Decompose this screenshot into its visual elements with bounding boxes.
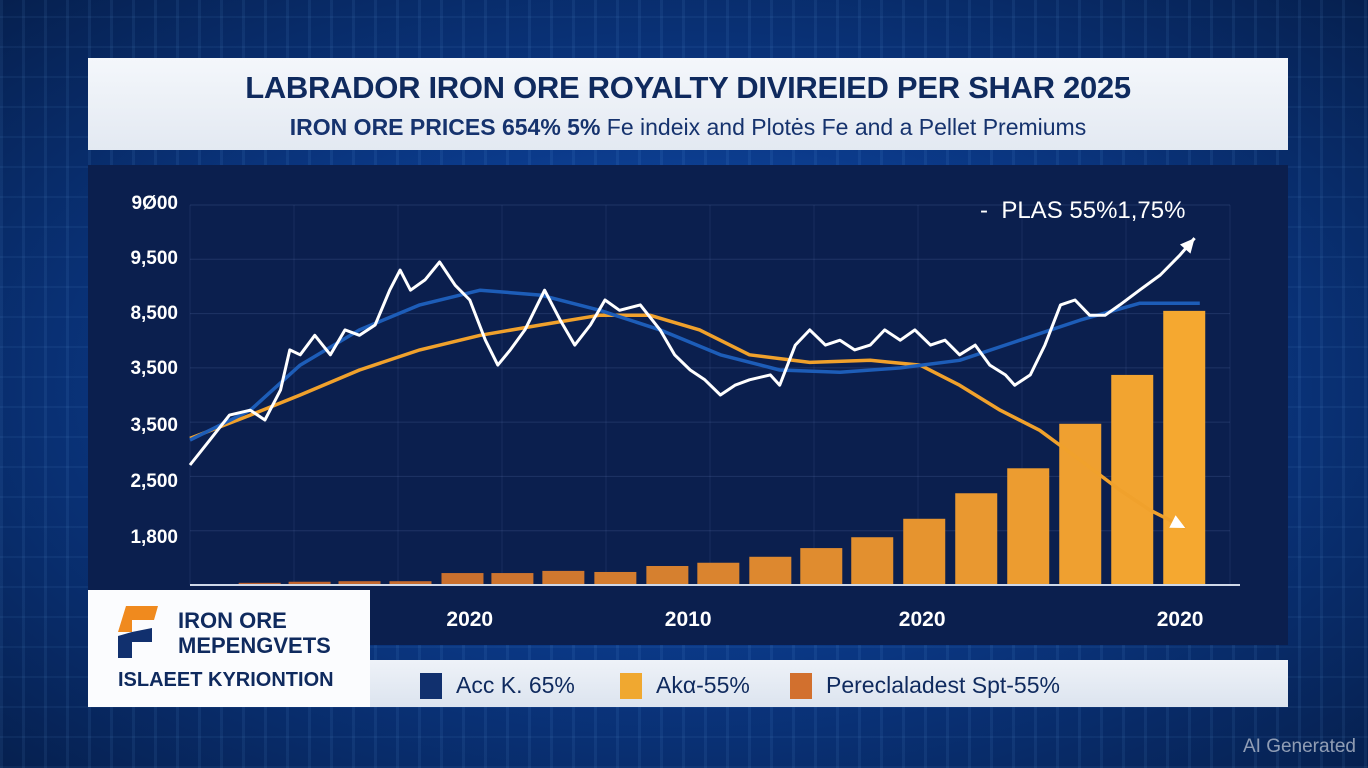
legend: Acc K. 65% Akα-55% Pereclaladest Spt-55% <box>370 660 1288 707</box>
bar <box>542 570 585 585</box>
legend-label: Acc K. 65% <box>456 672 575 698</box>
bar <box>389 581 432 585</box>
logo-box: IRON ORE MEPENGVETS ISLAEET KYRIONTION <box>88 590 370 707</box>
logo-subtitle: ISLAEET KYRIONTION <box>118 669 334 691</box>
legend-item: Acc K. 65% <box>420 672 575 699</box>
x-tick-label: 2020 <box>1156 608 1204 631</box>
chart-title: LABRADOR IRON ORE ROYALTY DIVIREIED PER … <box>245 70 1131 105</box>
title-panel: LABRADOR IRON ORE ROYALTY DIVIREIED PER … <box>88 58 1288 150</box>
y-tick-label: 8,500 <box>130 303 178 324</box>
bar <box>594 571 637 585</box>
bar <box>646 566 689 585</box>
watermark: AI Generated <box>1242 736 1356 757</box>
bar <box>238 582 281 585</box>
logo-icon <box>118 606 158 658</box>
logo-line1: IRON ORE <box>178 608 287 633</box>
bar <box>1007 468 1050 585</box>
y-tick-label: 9Ø00 <box>131 193 178 214</box>
arrowhead-up-icon <box>1179 238 1195 254</box>
legend-swatch <box>790 672 812 699</box>
chart-subtitle: IRON ORE PRICES 654% 5% Fe indeix and Pl… <box>88 114 1288 141</box>
series-line <box>189 313 1187 530</box>
y-tick-label: 9,500 <box>130 248 178 269</box>
arrowhead-down-icon <box>1169 515 1186 528</box>
bar <box>851 537 894 585</box>
bar <box>491 573 534 585</box>
y-tick-label: 3,500 <box>130 358 178 379</box>
bar <box>441 573 484 585</box>
bar <box>955 493 998 585</box>
legend-label: Akα-55% <box>656 672 750 698</box>
x-tick-label: 2020 <box>446 608 494 631</box>
bar <box>338 581 381 585</box>
y-tick-label: 3,500 <box>130 415 178 436</box>
bar <box>288 581 331 585</box>
annotation-text: PLAS 55%1,75% <box>1001 197 1186 224</box>
legend-item: Akα-55% <box>620 672 750 699</box>
x-tick-label: 2020 <box>898 608 946 631</box>
bar <box>749 556 792 585</box>
x-tick-label: 2010 <box>664 608 712 631</box>
y-tick-label: 1,800 <box>130 527 178 548</box>
bar <box>903 518 946 585</box>
legend-label: Pereclaladest Spt-55% <box>826 672 1060 698</box>
subtitle-bold: IRON ORE PRICES 654% 5% <box>289 114 601 140</box>
logo-line2: MEPENGVETS <box>178 633 331 658</box>
annotation: - PLAS 55%1,75% <box>980 197 1186 224</box>
bar <box>800 548 843 585</box>
legend-swatch <box>420 672 442 699</box>
subtitle-rest: Fe indeix and Plotės Fe and a Pellet Pre… <box>600 114 1087 140</box>
legend-item: Pereclaladest Spt-55% <box>790 672 1060 699</box>
logo-text: IRON ORE MEPENGVETS <box>178 608 331 658</box>
legend-swatch <box>620 672 642 699</box>
y-tick-label: 2,500 <box>130 471 178 492</box>
bar <box>697 562 740 585</box>
series-line <box>189 288 1200 442</box>
series-line <box>188 237 1196 466</box>
bar <box>1111 374 1154 585</box>
bar <box>1163 310 1206 585</box>
